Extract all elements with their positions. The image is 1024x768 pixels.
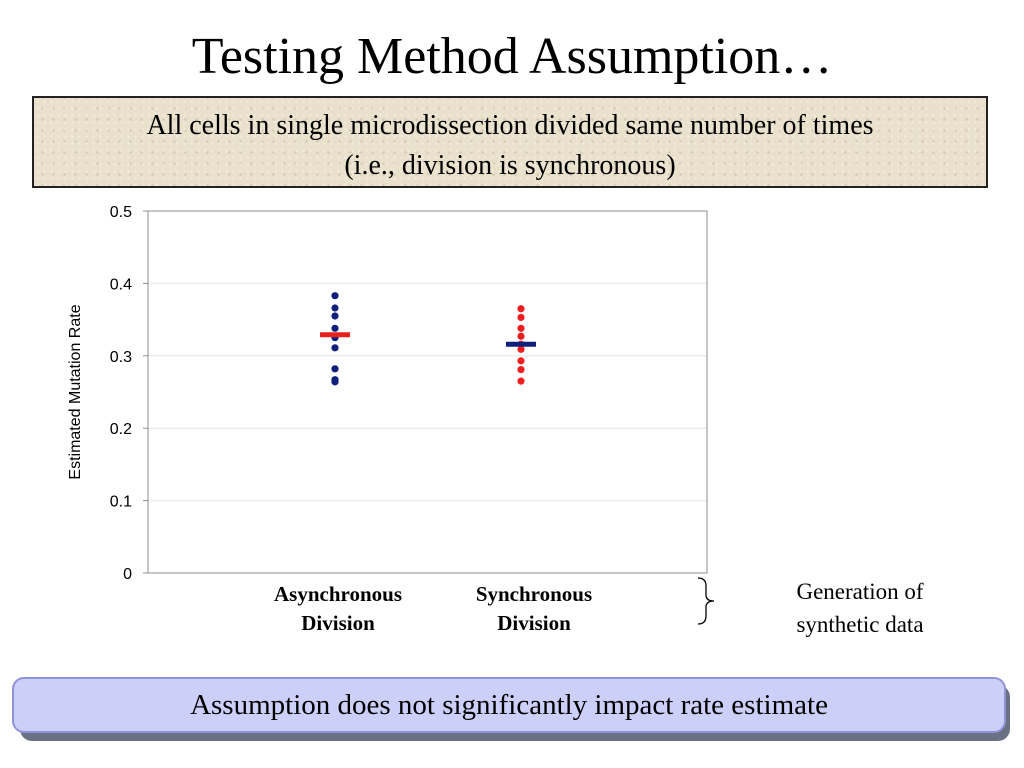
mean-markers: [320, 332, 536, 347]
data-point: [517, 313, 525, 322]
grid-lines: [148, 282, 707, 502]
data-point: [517, 305, 525, 313]
y-tick-label: 0.5: [110, 204, 132, 221]
assumption-line-2: (i.e., division is synchronous): [344, 150, 676, 181]
data-point: [331, 312, 339, 320]
generation-note: Generation of synthetic data: [760, 575, 960, 641]
assumption-box: All cells in single microdissection divi…: [32, 96, 988, 188]
data-point: [331, 304, 339, 312]
x-category-asynchronous: Asynchronous Division: [252, 580, 424, 638]
data-point: [517, 332, 525, 340]
right-brace-icon: [697, 577, 715, 625]
data-point: [331, 324, 339, 332]
x-category-synchronous: Synchronous Division: [452, 580, 616, 638]
y-axis: 0 0.1 0.2 0.3 0.4 0.5: [110, 204, 148, 583]
assumption-line-1: All cells in single microdissection divi…: [146, 110, 874, 141]
data-point: [331, 378, 339, 386]
slide-title: Testing Method Assumption…: [191, 28, 833, 85]
y-tick-label: 0.1: [110, 494, 132, 511]
conclusion-banner: Assumption does not significantly impact…: [12, 677, 1006, 733]
data-point: [331, 344, 339, 352]
data-points: [331, 292, 525, 386]
x-category-line: Asynchronous: [274, 582, 402, 606]
data-point: [517, 365, 525, 374]
y-tick-label: 0.3: [110, 349, 132, 366]
data-point: [331, 292, 339, 300]
y-tick-label: 0.4: [110, 276, 132, 293]
generation-note-line: Generation of: [796, 579, 924, 604]
plot-area: [147, 210, 708, 574]
data-point: [517, 357, 525, 365]
y-tick-label: 0: [123, 566, 132, 583]
data-point: [331, 365, 339, 373]
data-point: [517, 324, 525, 332]
x-category-line: Division: [301, 611, 375, 635]
x-category-line: Synchronous: [475, 582, 593, 606]
data-point: [517, 377, 525, 385]
data-point: [517, 345, 525, 353]
y-axis-label: Estimated Mutation Rate: [67, 304, 84, 479]
generation-note-line: synthetic data: [796, 612, 924, 637]
y-tick-label: 0.2: [110, 421, 132, 438]
x-category-line: Division: [497, 611, 571, 635]
